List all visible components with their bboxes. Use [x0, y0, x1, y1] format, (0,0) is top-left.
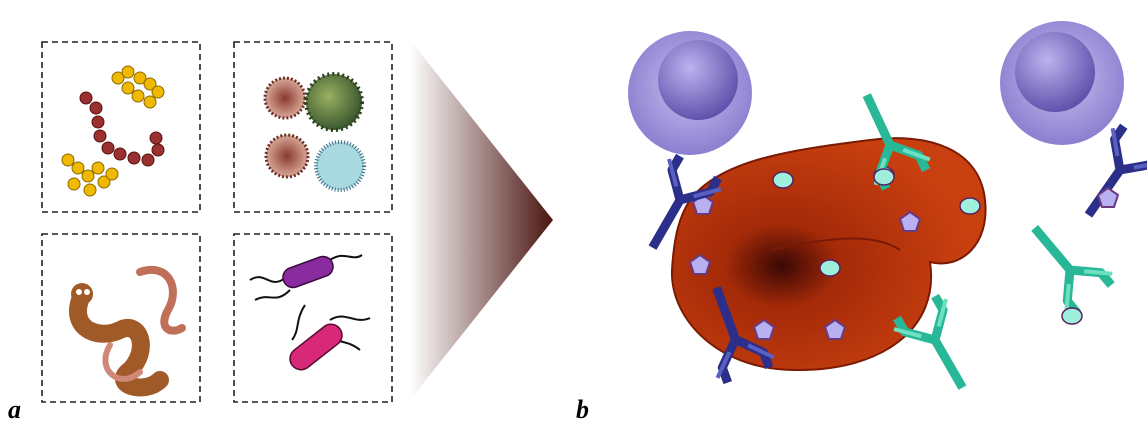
arrow-wedge	[410, 40, 553, 400]
panel-label: a	[8, 395, 21, 421]
panel-b: b	[576, 21, 1147, 421]
immune-cell	[1000, 21, 1124, 145]
box-viruses	[234, 42, 392, 212]
immune-cell	[628, 31, 752, 155]
panel-a: a	[8, 40, 553, 421]
panel-label: b	[576, 395, 589, 421]
box-bacteria	[42, 42, 200, 212]
figure: a b	[0, 0, 1147, 421]
